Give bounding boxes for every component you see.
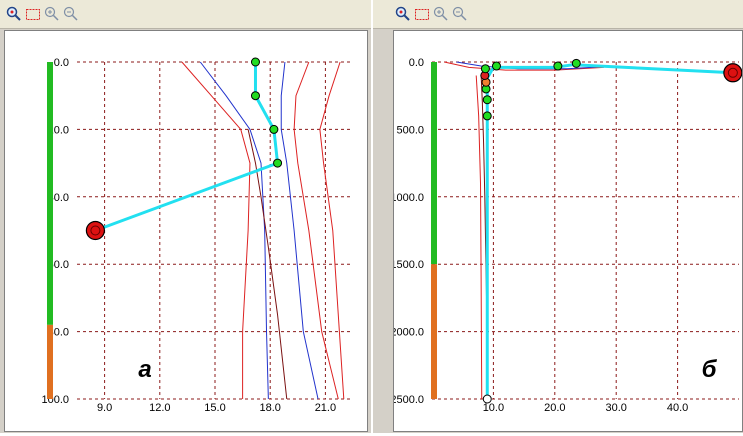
toolbar-a	[0, 0, 371, 29]
zoom-in-icon[interactable]	[433, 6, 449, 22]
chart-b: 0.0 500.0 1000.0 1500.0 2000.0 2500.0 10.0 20.0…	[390, 57, 743, 414]
node-point	[273, 158, 283, 168]
x-tick-label: 20.0	[544, 402, 565, 414]
node-point	[571, 58, 581, 68]
y-tick-label: 2000.0	[394, 327, 424, 339]
zoom-rectangle-icon[interactable]	[25, 6, 41, 22]
panel-label: б	[702, 356, 718, 383]
node-point	[250, 57, 260, 67]
open-point	[482, 394, 492, 404]
chart-panel-a: 0.0 20.0 40.0 60.0 80.0 100.0 9.0 12.0 15.0 18.0 2…	[0, 0, 371, 433]
zoom-tool-icon[interactable]	[395, 6, 411, 22]
node-point	[491, 61, 501, 71]
y-tick-label: 1500.0	[394, 259, 424, 271]
big-point	[723, 63, 743, 83]
node-point	[482, 95, 492, 105]
zoom-in-icon[interactable]	[44, 6, 60, 22]
path-line	[94, 62, 280, 232]
series-line-inner	[199, 61, 269, 400]
x-tick-label: 40.0	[667, 402, 688, 414]
node-point	[482, 111, 492, 121]
big-point-ring	[727, 67, 738, 78]
series-line-outer	[475, 75, 483, 400]
node-point	[269, 124, 279, 134]
x-tick-label: 9.0	[97, 402, 112, 414]
node-point	[480, 64, 490, 74]
zoom-rectangle-icon[interactable]	[414, 6, 430, 22]
series-line-outer	[293, 61, 339, 400]
big-point	[85, 220, 106, 241]
x-tick-label: 15.0	[204, 402, 225, 414]
y-tick-label: 0.0	[54, 57, 69, 69]
y-tick-label: 500.0	[396, 124, 424, 136]
chart-panel-b: 0.0 500.0 1000.0 1500.0 2000.0 2500.0 10.0 20.0…	[373, 0, 743, 433]
depth-bar-segment	[47, 324, 53, 399]
plot-frame-b: 0.0 500.0 1000.0 1500.0 2000.0 2500.0 10.0 20.0…	[390, 30, 743, 432]
big-point-ring	[90, 225, 101, 236]
x-tick-label: 21.0	[315, 402, 336, 414]
y-tick-label: 0.0	[409, 57, 424, 69]
series-line-outer	[181, 61, 251, 399]
depth-bar-segment	[47, 62, 53, 325]
x-tick-label: 18.0	[259, 402, 280, 414]
y-tick-label: 1000.0	[394, 192, 424, 204]
depth-bar-segment	[431, 264, 437, 399]
path-line	[485, 63, 733, 399]
node-point	[553, 61, 563, 71]
zoom-out-icon[interactable]	[452, 6, 468, 22]
node-point	[250, 91, 260, 101]
panel-label: а	[138, 356, 151, 383]
y-tick-label: 20.0	[48, 124, 69, 136]
series-line-outer	[444, 61, 604, 71]
y-tick-label: 100.0	[41, 394, 69, 406]
series-line-outer	[319, 61, 345, 400]
x-tick-label: 30.0	[605, 402, 626, 414]
zoom-out-icon[interactable]	[63, 6, 79, 22]
x-tick-label: 10.0	[483, 402, 504, 414]
plot-frame-a: 0.0 20.0 40.0 60.0 80.0 100.0 9.0 12.0 15.0 18.0 2…	[4, 30, 368, 432]
series-line-center	[247, 129, 288, 400]
toolbar-b	[373, 0, 743, 29]
depth-bar-segment	[431, 62, 437, 265]
x-tick-label: 12.0	[149, 402, 170, 414]
zoom-tool-icon[interactable]	[6, 6, 22, 22]
series-line-inner	[280, 61, 319, 400]
y-tick-label: 2500.0	[394, 394, 424, 406]
